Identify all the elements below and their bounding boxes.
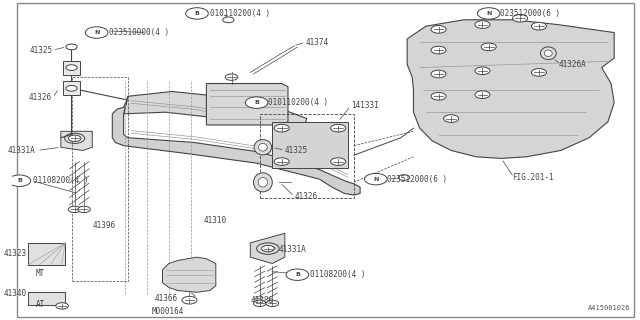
Circle shape <box>78 206 90 212</box>
Text: B: B <box>254 100 259 105</box>
Circle shape <box>513 14 527 22</box>
Circle shape <box>331 158 346 165</box>
Circle shape <box>67 44 77 50</box>
Circle shape <box>245 97 268 108</box>
Text: 41340: 41340 <box>4 289 27 298</box>
Circle shape <box>85 27 108 38</box>
Text: 41366: 41366 <box>155 294 178 303</box>
Text: 41374: 41374 <box>305 38 329 47</box>
Ellipse shape <box>545 50 552 56</box>
Circle shape <box>68 206 81 212</box>
Circle shape <box>262 245 274 252</box>
Polygon shape <box>207 84 288 125</box>
Circle shape <box>475 67 490 75</box>
Text: FIG.201-1: FIG.201-1 <box>513 173 554 182</box>
Text: B: B <box>295 272 300 277</box>
Text: 14133I: 14133I <box>351 101 378 110</box>
Circle shape <box>223 17 234 23</box>
Circle shape <box>531 22 547 30</box>
Circle shape <box>186 8 208 19</box>
Circle shape <box>398 175 410 180</box>
Text: AT: AT <box>36 300 45 309</box>
Text: 41396: 41396 <box>92 221 115 230</box>
Ellipse shape <box>254 140 271 155</box>
Circle shape <box>331 124 346 132</box>
Circle shape <box>8 175 31 187</box>
Polygon shape <box>272 122 348 168</box>
Polygon shape <box>124 92 307 128</box>
Text: 010110200(4 ): 010110200(4 ) <box>209 9 269 18</box>
Circle shape <box>431 26 446 33</box>
Text: A415001026: A415001026 <box>588 305 630 311</box>
Circle shape <box>431 46 446 54</box>
Polygon shape <box>407 20 614 158</box>
Circle shape <box>66 85 77 91</box>
Text: 41326: 41326 <box>294 192 317 201</box>
Polygon shape <box>112 96 360 195</box>
Text: 023512000(6 ): 023512000(6 ) <box>387 175 447 184</box>
Text: 41323: 41323 <box>4 250 27 259</box>
FancyBboxPatch shape <box>28 292 65 305</box>
Ellipse shape <box>541 47 556 60</box>
Text: 41386: 41386 <box>250 296 273 305</box>
Text: 41325: 41325 <box>285 146 308 155</box>
Polygon shape <box>61 131 92 150</box>
Circle shape <box>253 300 266 307</box>
Text: 41310: 41310 <box>204 216 227 225</box>
Text: 41325: 41325 <box>29 45 52 55</box>
Text: N: N <box>94 30 99 35</box>
Text: 01108200(4 ): 01108200(4 ) <box>33 176 88 185</box>
Ellipse shape <box>258 178 268 187</box>
Circle shape <box>274 124 289 132</box>
Text: B: B <box>195 11 200 16</box>
Text: 010110200(4 ): 010110200(4 ) <box>268 98 328 107</box>
Circle shape <box>225 74 238 80</box>
Circle shape <box>68 135 81 141</box>
Circle shape <box>66 65 77 70</box>
Text: 023512000(6 ): 023512000(6 ) <box>500 9 560 18</box>
Text: 41331A: 41331A <box>278 245 307 254</box>
Circle shape <box>431 92 446 100</box>
Polygon shape <box>250 233 285 264</box>
Circle shape <box>481 43 496 51</box>
Circle shape <box>56 303 68 309</box>
Circle shape <box>286 269 308 280</box>
FancyBboxPatch shape <box>28 243 65 265</box>
Circle shape <box>66 44 77 50</box>
Text: 41326: 41326 <box>28 93 51 102</box>
Text: MT: MT <box>36 268 45 278</box>
Text: N: N <box>373 177 378 182</box>
Ellipse shape <box>259 143 268 151</box>
Text: 41326A: 41326A <box>559 60 587 69</box>
Ellipse shape <box>253 173 272 192</box>
Text: 023510000(4 ): 023510000(4 ) <box>109 28 170 37</box>
Circle shape <box>274 158 289 165</box>
Circle shape <box>475 21 490 28</box>
Circle shape <box>365 173 387 185</box>
Text: 41331A: 41331A <box>8 146 36 155</box>
Text: 01108200(4 ): 01108200(4 ) <box>310 270 365 279</box>
Circle shape <box>431 70 446 78</box>
FancyBboxPatch shape <box>63 60 79 75</box>
Circle shape <box>444 115 459 123</box>
Text: B: B <box>17 178 22 183</box>
Circle shape <box>266 300 278 307</box>
Text: M000164: M000164 <box>151 307 184 316</box>
Text: N: N <box>486 11 492 16</box>
Circle shape <box>531 68 547 76</box>
FancyBboxPatch shape <box>63 81 79 95</box>
Circle shape <box>182 296 197 304</box>
Circle shape <box>475 91 490 99</box>
Circle shape <box>477 8 500 19</box>
Polygon shape <box>163 257 216 292</box>
